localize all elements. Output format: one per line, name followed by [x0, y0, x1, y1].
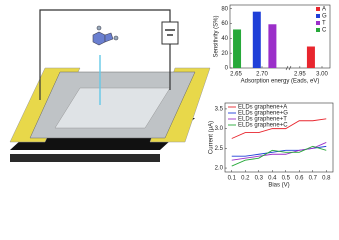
line	[231, 118, 327, 139]
legend-label: ELDs graphene+G	[238, 111, 288, 117]
plot-frame	[224, 102, 334, 173]
legend-label: T	[322, 21, 326, 27]
y-tick-label: 80	[221, 6, 228, 12]
legend-label: C	[322, 28, 327, 34]
y-tick-label: 3.0	[215, 126, 224, 132]
y-tick-label: 40	[221, 36, 228, 42]
x-tick-label: 2.95	[294, 72, 306, 78]
y-axis-label: Current (μA)	[209, 121, 215, 154]
molecule	[92, 25, 119, 46]
y-tick-label: 2.5	[215, 146, 224, 152]
legend-label: ELDs graphene+A	[238, 105, 287, 111]
bar	[233, 29, 242, 68]
bar	[268, 24, 277, 68]
legend-label: ELDs graphene+C	[238, 123, 288, 129]
x-tick-label: 0.3	[255, 176, 264, 182]
wire	[39, 9, 171, 100]
y-tick-label: 3.5	[215, 106, 224, 112]
x-tick-label: 0.1	[228, 176, 237, 182]
x-tick-label: 2.70	[256, 72, 268, 78]
x-tick-label: 0.7	[309, 176, 318, 182]
plot-frame	[229, 4, 331, 69]
y-tick-label: 20	[221, 51, 228, 57]
x-tick-label: 0.5	[282, 176, 291, 182]
substrate-side	[10, 154, 160, 162]
y-tick-label: 2.0	[215, 166, 224, 172]
x-tick-label: 3.00	[316, 72, 328, 78]
x-tick-label: 0.6	[295, 176, 304, 182]
legend-swatch	[316, 14, 320, 18]
legend-label: ELDs graphene+T	[238, 117, 287, 123]
battery	[161, 21, 179, 45]
x-axis-label: Bias (V)	[268, 183, 289, 189]
bar	[306, 46, 315, 68]
legend-label: A	[322, 7, 326, 13]
y-tick-label: 60	[221, 21, 228, 27]
y-axis-label: Sensitivity (S%)	[214, 15, 220, 57]
line	[231, 145, 327, 167]
legend-swatch	[316, 7, 320, 11]
legend-label: G	[322, 14, 327, 20]
legend-swatch	[316, 21, 320, 25]
bar	[252, 11, 261, 68]
x-tick-label: 0.4	[268, 176, 277, 182]
x-tick-label: 2.65	[230, 72, 242, 78]
legend-swatch	[316, 28, 320, 32]
x-tick-label: 0.2	[241, 176, 250, 182]
x-tick-label: 0.8	[322, 176, 331, 182]
line	[231, 142, 327, 161]
axis-break	[285, 65, 292, 71]
y-tick-label: 0	[225, 66, 229, 72]
x-axis-label: Adsorption energy (Eads, eV)	[241, 79, 320, 85]
schematic	[9, 9, 211, 162]
